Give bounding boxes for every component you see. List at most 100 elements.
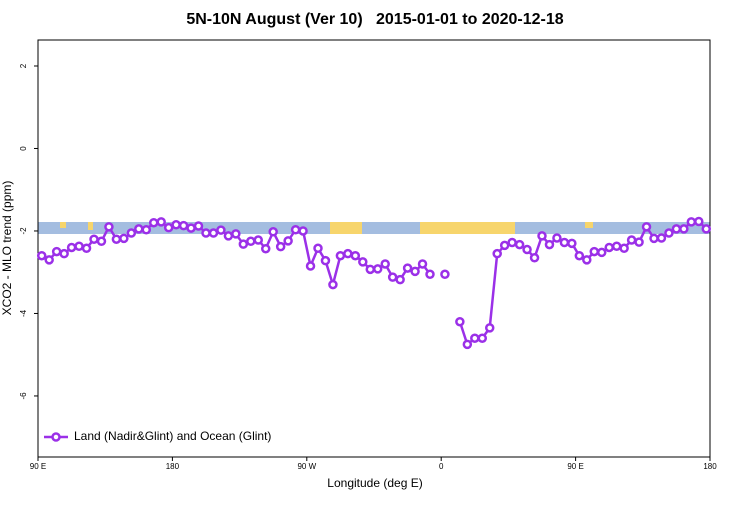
x-axis-label: Longitude (deg E) (327, 476, 422, 490)
point (74, 241, 84, 251)
point (350, 250, 361, 261)
point (567, 238, 577, 249)
legend-label: Land (Nadir&Glint) and Ocean (Glint) (74, 429, 271, 443)
point (641, 222, 652, 232)
point (626, 235, 637, 245)
point (514, 239, 525, 250)
point (656, 233, 667, 243)
x-tick-label: 0 (439, 462, 444, 471)
point (365, 264, 376, 275)
y-tick-label: 2 (19, 63, 28, 68)
point (201, 228, 211, 238)
point (604, 242, 614, 253)
point (253, 235, 264, 245)
point (701, 224, 712, 234)
point (395, 274, 405, 285)
y-tick-label: -6 (19, 392, 28, 400)
point (223, 231, 234, 241)
point (440, 269, 450, 280)
point (686, 217, 697, 227)
point (89, 234, 99, 244)
point (410, 266, 420, 277)
point (290, 224, 301, 235)
x-tick-label: 90 E (30, 462, 46, 471)
point (559, 237, 570, 248)
point (134, 224, 144, 234)
point (694, 216, 704, 227)
point (529, 253, 540, 263)
point (283, 236, 293, 246)
point (111, 234, 122, 244)
legend-marker (51, 432, 61, 442)
point (470, 333, 480, 343)
x-tick-label: 90 E (567, 462, 583, 471)
point (343, 248, 353, 259)
point (246, 236, 256, 247)
point (96, 236, 107, 247)
point (36, 250, 47, 261)
point (544, 239, 555, 250)
point (335, 250, 346, 261)
point (268, 227, 278, 237)
y-tick-label: -4 (19, 309, 28, 317)
point (574, 250, 585, 261)
point (387, 272, 398, 282)
point (417, 259, 428, 269)
point (582, 255, 592, 265)
point (611, 241, 622, 251)
point (216, 225, 226, 235)
point (492, 248, 502, 259)
point (238, 239, 249, 249)
point (619, 243, 629, 254)
point (589, 246, 600, 257)
point (425, 269, 435, 280)
point (596, 247, 607, 258)
point (186, 223, 196, 233)
point (275, 241, 286, 252)
point (537, 231, 547, 241)
point (477, 333, 488, 343)
series-line (41, 220, 708, 347)
point (163, 222, 174, 233)
point (507, 237, 517, 248)
point (81, 243, 92, 254)
point (358, 257, 368, 267)
point (208, 228, 219, 238)
point (305, 261, 316, 271)
point (380, 259, 390, 269)
x-tick-label: 180 (166, 462, 180, 471)
plot-frame (37, 39, 711, 458)
point (66, 242, 77, 253)
point (231, 229, 241, 239)
point (193, 221, 204, 231)
x-tick-label: 180 (703, 462, 717, 471)
point (148, 217, 159, 228)
point (260, 243, 271, 254)
point (104, 222, 114, 232)
point (484, 323, 495, 333)
point (171, 220, 181, 230)
point (552, 233, 562, 243)
legend-entry: Land (Nadir&Glint) and Ocean (Glint) (44, 429, 271, 443)
point (499, 240, 510, 251)
point (320, 255, 331, 266)
point (649, 233, 659, 244)
point (126, 228, 137, 238)
point (455, 316, 465, 327)
point (462, 339, 473, 350)
point (671, 224, 682, 234)
y-tick-label: 0 (19, 146, 28, 151)
point (44, 255, 54, 265)
point (328, 279, 338, 290)
point (372, 264, 383, 274)
point (313, 243, 323, 254)
chart-title: 5N-10N August (Ver 10) 2015-01-01 to 202… (186, 11, 563, 28)
x-tick-label: 90 W (297, 462, 316, 471)
point (664, 228, 674, 238)
point (59, 248, 69, 259)
point (522, 244, 532, 255)
point (119, 233, 129, 244)
point (178, 220, 189, 231)
point (156, 217, 166, 227)
